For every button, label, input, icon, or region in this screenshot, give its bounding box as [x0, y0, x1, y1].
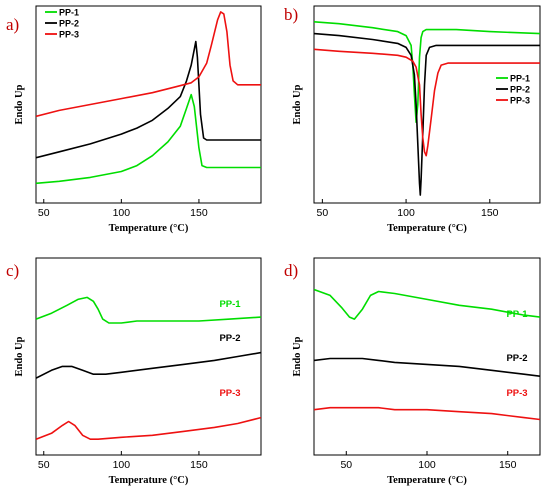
panel-label: b)	[284, 5, 298, 24]
plot-frame	[35, 5, 262, 204]
legend-label-pp-3: PP-3	[59, 30, 79, 40]
x-tick-label: 100	[397, 207, 415, 219]
x-tick-label: 150	[499, 459, 517, 471]
series-line-pp-3	[36, 416, 261, 440]
x-tick-label: 100	[418, 459, 436, 471]
series-line-pp-2	[36, 351, 261, 379]
x-tick-label: 150	[190, 207, 208, 219]
series-label-pp-1: PP-1	[219, 299, 241, 310]
plot-frame	[313, 5, 541, 204]
x-tick-label: 150	[481, 207, 499, 219]
x-axis-label: Temperature (°C)	[387, 475, 467, 486]
series-line-pp-2	[314, 32, 540, 196]
series-label-pp-2: PP-2	[506, 353, 527, 364]
plot-frame	[35, 257, 262, 456]
series-line-pp-1	[36, 296, 261, 324]
x-tick-label: 100	[113, 207, 131, 219]
y-axis-label: Endo Up	[14, 336, 25, 376]
panel-label: c)	[6, 261, 19, 280]
series-line-pp-2	[36, 40, 261, 159]
x-tick-label: 50	[340, 459, 352, 471]
x-tick-label: 100	[113, 459, 131, 471]
legend-label-pp-2: PP-2	[510, 85, 530, 95]
legend-label-pp-1: PP-1	[510, 74, 530, 84]
x-tick-label: 50	[38, 207, 50, 219]
series-label-pp-3: PP-3	[506, 388, 527, 399]
panel-label: a)	[6, 15, 19, 34]
y-axis-label: Endo Up	[14, 84, 25, 124]
x-axis-label: Temperature (°C)	[387, 223, 467, 234]
legend-label-pp-2: PP-2	[59, 19, 79, 29]
x-tick-label: 50	[38, 459, 50, 471]
series-line-pp-2	[314, 357, 540, 377]
panel-d: d) 50 100 150 Temperature (°C) Endo Up PP-1 PP-…	[284, 257, 541, 486]
series-line-pp-3	[314, 406, 540, 421]
y-axis-label: Endo Up	[292, 336, 303, 376]
series-line-pp-3	[36, 11, 261, 118]
series-line-pp-1	[36, 93, 261, 185]
series-label-pp-2: PP-2	[219, 333, 240, 344]
series-line-pp-3	[314, 48, 540, 157]
panel-label: d)	[284, 261, 298, 280]
x-axis-label: Temperature (°C)	[109, 223, 189, 234]
legend-label-pp-1: PP-1	[59, 8, 79, 18]
series-label-pp-1: PP-1	[506, 309, 528, 320]
legend-label-pp-3: PP-3	[510, 96, 530, 106]
y-axis-label: Endo Up	[292, 84, 303, 124]
x-tick-label: 150	[190, 459, 208, 471]
series-line-pp-1	[314, 288, 540, 320]
x-tick-label: 50	[317, 207, 329, 219]
series-label-pp-3: PP-3	[219, 388, 240, 399]
x-axis-label: Temperature (°C)	[109, 475, 189, 486]
